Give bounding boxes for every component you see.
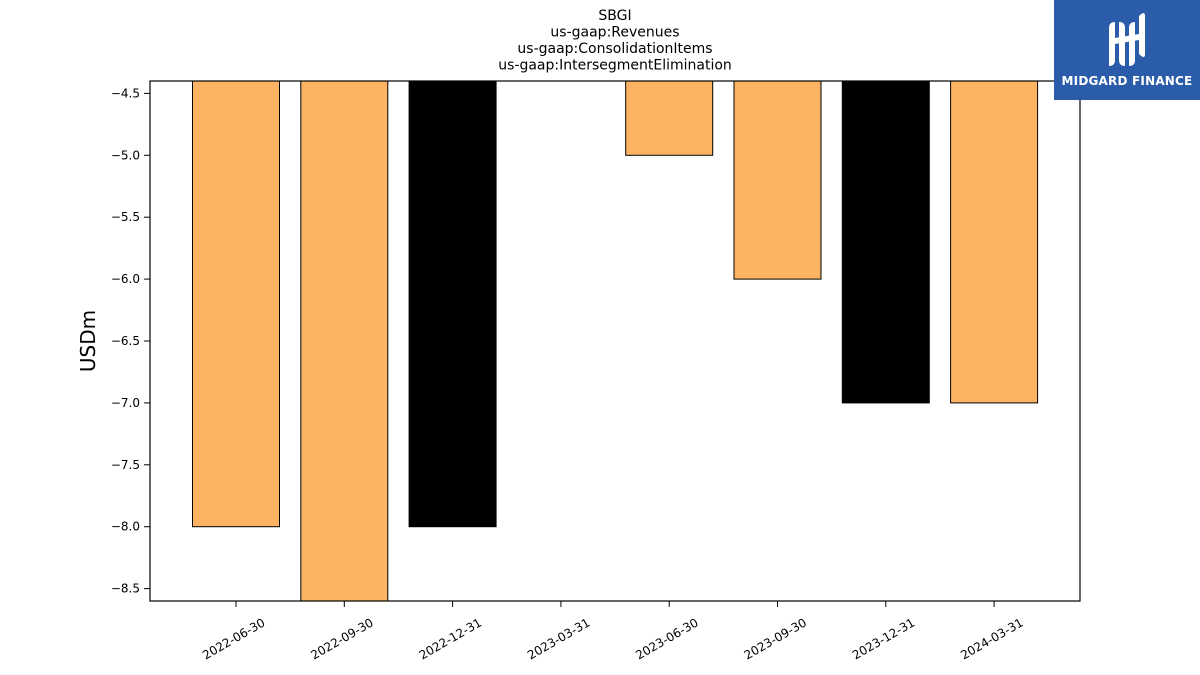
y-tick-label: −5.5	[111, 210, 140, 224]
x-tick-label: 2022-06-30	[200, 615, 267, 662]
brand-logo-mark-icon	[1109, 13, 1145, 66]
bars	[192, 80, 1039, 602]
x-tick-label: 2022-12-31	[417, 615, 484, 662]
chart-title-line: us-gaap:Revenues	[550, 25, 679, 41]
y-tick-label: −8.0	[111, 520, 140, 534]
y-axis: −4.5 −5.0 −5.5 −6.0 −6.5 −7.0 −7.5 −8.0 −8.5	[111, 86, 150, 596]
y-tick-label: −6.0	[111, 272, 140, 286]
chart-title: SBGIus-gaap:Revenuesus-gaap:Consolidatio…	[498, 8, 732, 74]
bar-2024-03-31	[950, 80, 1039, 404]
y-tick-label: −7.5	[111, 458, 140, 472]
bar-2023-06-30	[625, 80, 714, 156]
bar-2023-09-30	[733, 80, 822, 280]
y-tick-label: −4.5	[111, 86, 140, 100]
x-tick-label: 2023-09-30	[742, 615, 809, 662]
bar-2023-12-31	[841, 80, 930, 404]
chart-title-line: us-gaap:ConsolidationItems	[517, 41, 712, 57]
brand-logo-text: MIDGARD FINANCE	[1061, 74, 1193, 88]
chart-title-line: SBGI	[598, 8, 631, 24]
x-axis: 2022-06-30 2022-09-30 2022-12-31 2023-03-31…	[200, 601, 1026, 662]
brand-logo: MIDGARD FINANCE	[1054, 0, 1200, 100]
bar-2022-06-30	[192, 80, 280, 528]
chart-title-line: us-gaap:IntersegmentElimination	[498, 58, 732, 74]
x-tick-label: 2022-09-30	[308, 615, 375, 662]
y-tick-label: −8.5	[111, 582, 140, 596]
y-tick-label: −5.0	[111, 148, 140, 162]
x-tick-label: 2023-06-30	[633, 615, 700, 662]
bar-2022-09-30	[300, 80, 389, 602]
x-tick-label: 2023-12-31	[850, 615, 917, 662]
bar-2022-12-31	[408, 80, 497, 528]
y-tick-label: −6.5	[111, 334, 140, 348]
y-axis-label: USDm	[76, 310, 100, 372]
plot-area-frame	[149, 80, 1081, 602]
x-tick-label: 2024-03-31	[958, 615, 1025, 662]
x-tick-label: 2023-03-31	[525, 615, 592, 662]
y-tick-label: −7.0	[111, 396, 140, 410]
